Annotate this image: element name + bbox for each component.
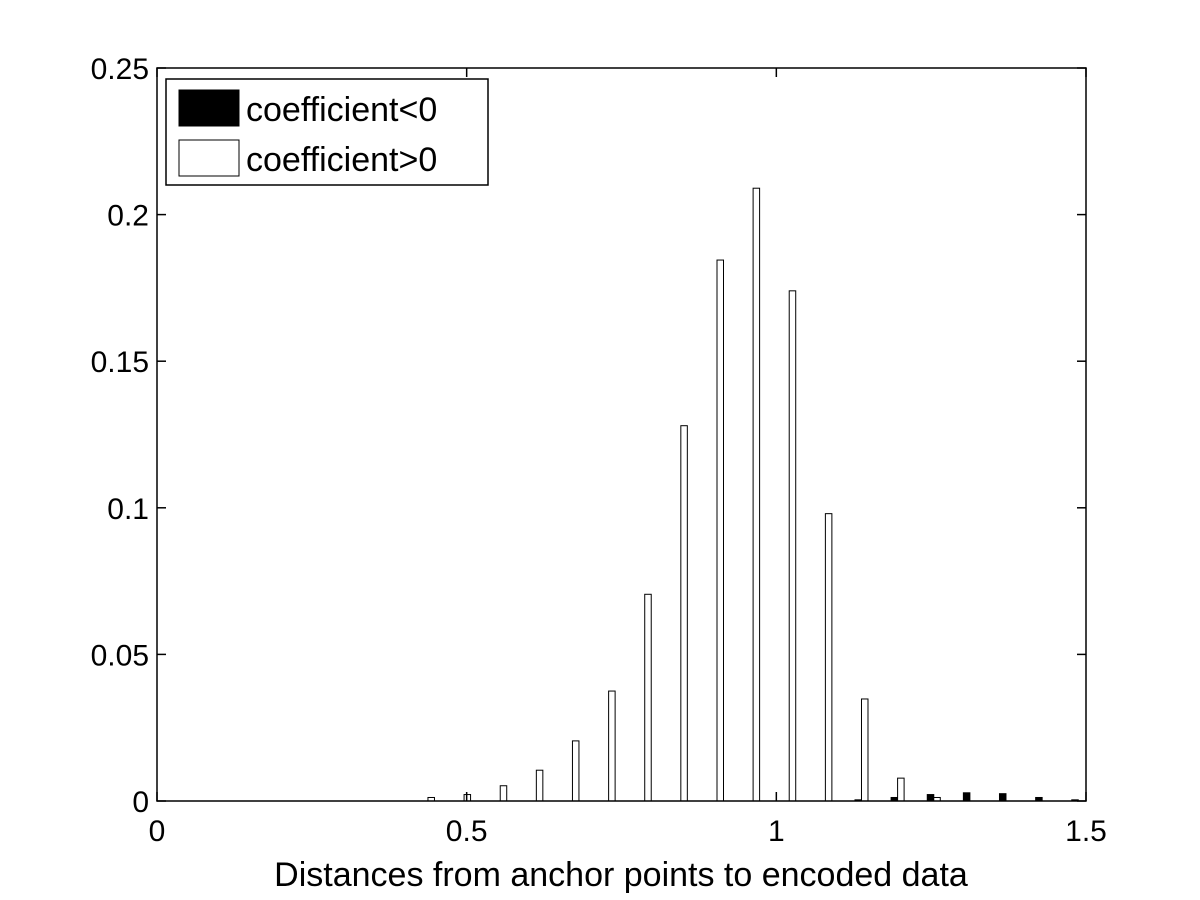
bar-positive (499, 785, 508, 802)
legend: coefficient<0 coefficient>0 (165, 78, 489, 186)
axes-frame (156, 67, 1087, 802)
x-tick-label: 1.5 (1065, 815, 1107, 848)
legend-label-positive: coefficient>0 (246, 141, 437, 179)
bar-positive (788, 290, 797, 802)
bar-positive (680, 425, 688, 802)
bar-positive (644, 593, 652, 802)
bar-positive (571, 740, 580, 802)
x-tick-label: 0 (149, 815, 166, 848)
bar-positive (860, 698, 869, 802)
legend-swatch-positive (178, 139, 240, 177)
y-tick-label: 0.15 (91, 346, 149, 379)
legend-swatch-negative (178, 89, 240, 127)
bars-group (427, 187, 1079, 802)
y-tick-label: 0 (132, 786, 149, 819)
y-tick-label: 0.2 (107, 200, 149, 233)
y-tick-label: 0.25 (91, 53, 149, 86)
x-tick-label: 0.5 (446, 815, 488, 848)
bar-positive (897, 777, 905, 802)
bar-negative (926, 794, 935, 802)
bar-positive (535, 769, 544, 802)
x-axis-label: Distances from anchor points to encoded … (274, 856, 968, 894)
plot-area (157, 68, 1086, 801)
bar-positive (824, 513, 833, 802)
y-tick-label: 0.1 (107, 493, 149, 526)
x-tick-label: 1 (768, 815, 785, 848)
tick-labels-group: 0 0.5 1 1.5 0 0.05 0.1 0.15 0.2 0.25 (91, 53, 1107, 848)
bar-positive (608, 690, 616, 802)
legend-label-negative: coefficient<0 (246, 91, 437, 129)
bar-positive (716, 259, 724, 802)
bar-positive (752, 187, 761, 802)
y-tick-label: 0.05 (91, 639, 149, 672)
bar-negative (962, 792, 971, 802)
bar-negative (998, 793, 1007, 802)
